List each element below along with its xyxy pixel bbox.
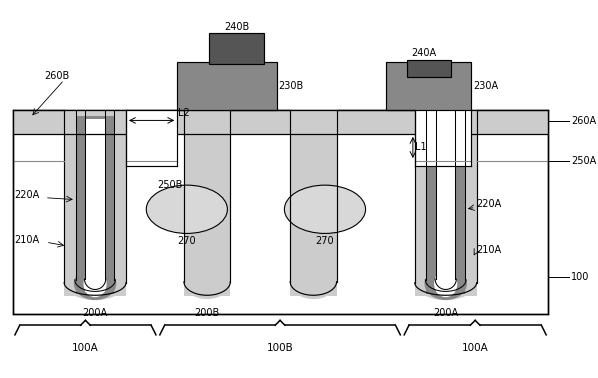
Text: 250B: 250B [158,180,183,190]
Text: L1: L1 [415,143,426,152]
Text: 220A: 220A [477,200,502,209]
Ellipse shape [434,270,457,297]
Ellipse shape [147,185,227,234]
Bar [209,34,264,64]
Bar [337,110,415,134]
Bar [290,110,337,296]
Text: 210A: 210A [477,245,502,255]
Bar [230,110,290,134]
Text: 100A: 100A [72,342,99,353]
Text: 200A: 200A [433,308,458,318]
Text: 250A: 250A [571,156,597,166]
Bar [126,110,184,134]
Bar [13,110,64,134]
Bar [76,116,114,294]
Ellipse shape [285,185,365,234]
Bar [386,62,471,110]
Bar [426,116,465,294]
Bar [86,119,105,292]
Ellipse shape [74,267,117,300]
Bar [126,110,177,166]
Text: 230A: 230A [473,81,498,91]
Bar [477,110,548,134]
Bar [407,60,450,77]
Bar [184,110,230,296]
Text: 260B: 260B [44,71,69,81]
Text: 270: 270 [178,236,196,246]
Bar [415,110,471,166]
Ellipse shape [415,265,477,300]
Bar [13,110,548,314]
Text: 240A: 240A [411,48,437,57]
Ellipse shape [184,266,230,299]
Ellipse shape [290,266,337,299]
Bar [177,62,277,110]
Text: 100A: 100A [462,342,489,353]
Text: L2: L2 [178,107,190,118]
Ellipse shape [84,270,106,297]
Text: 220A: 220A [14,190,39,200]
Text: 240B: 240B [224,22,249,31]
Text: 200B: 200B [194,308,219,318]
Bar [64,110,126,296]
Text: 210A: 210A [14,235,39,245]
Text: 200A: 200A [83,308,108,318]
Text: 100B: 100B [267,342,294,353]
Text: 100: 100 [571,272,590,282]
Bar [13,110,548,134]
Ellipse shape [64,265,126,300]
Ellipse shape [425,267,467,300]
Text: 270: 270 [316,236,334,246]
Text: 260A: 260A [571,116,596,126]
Text: 230B: 230B [279,81,304,91]
Bar [415,110,477,296]
Bar [436,119,455,292]
